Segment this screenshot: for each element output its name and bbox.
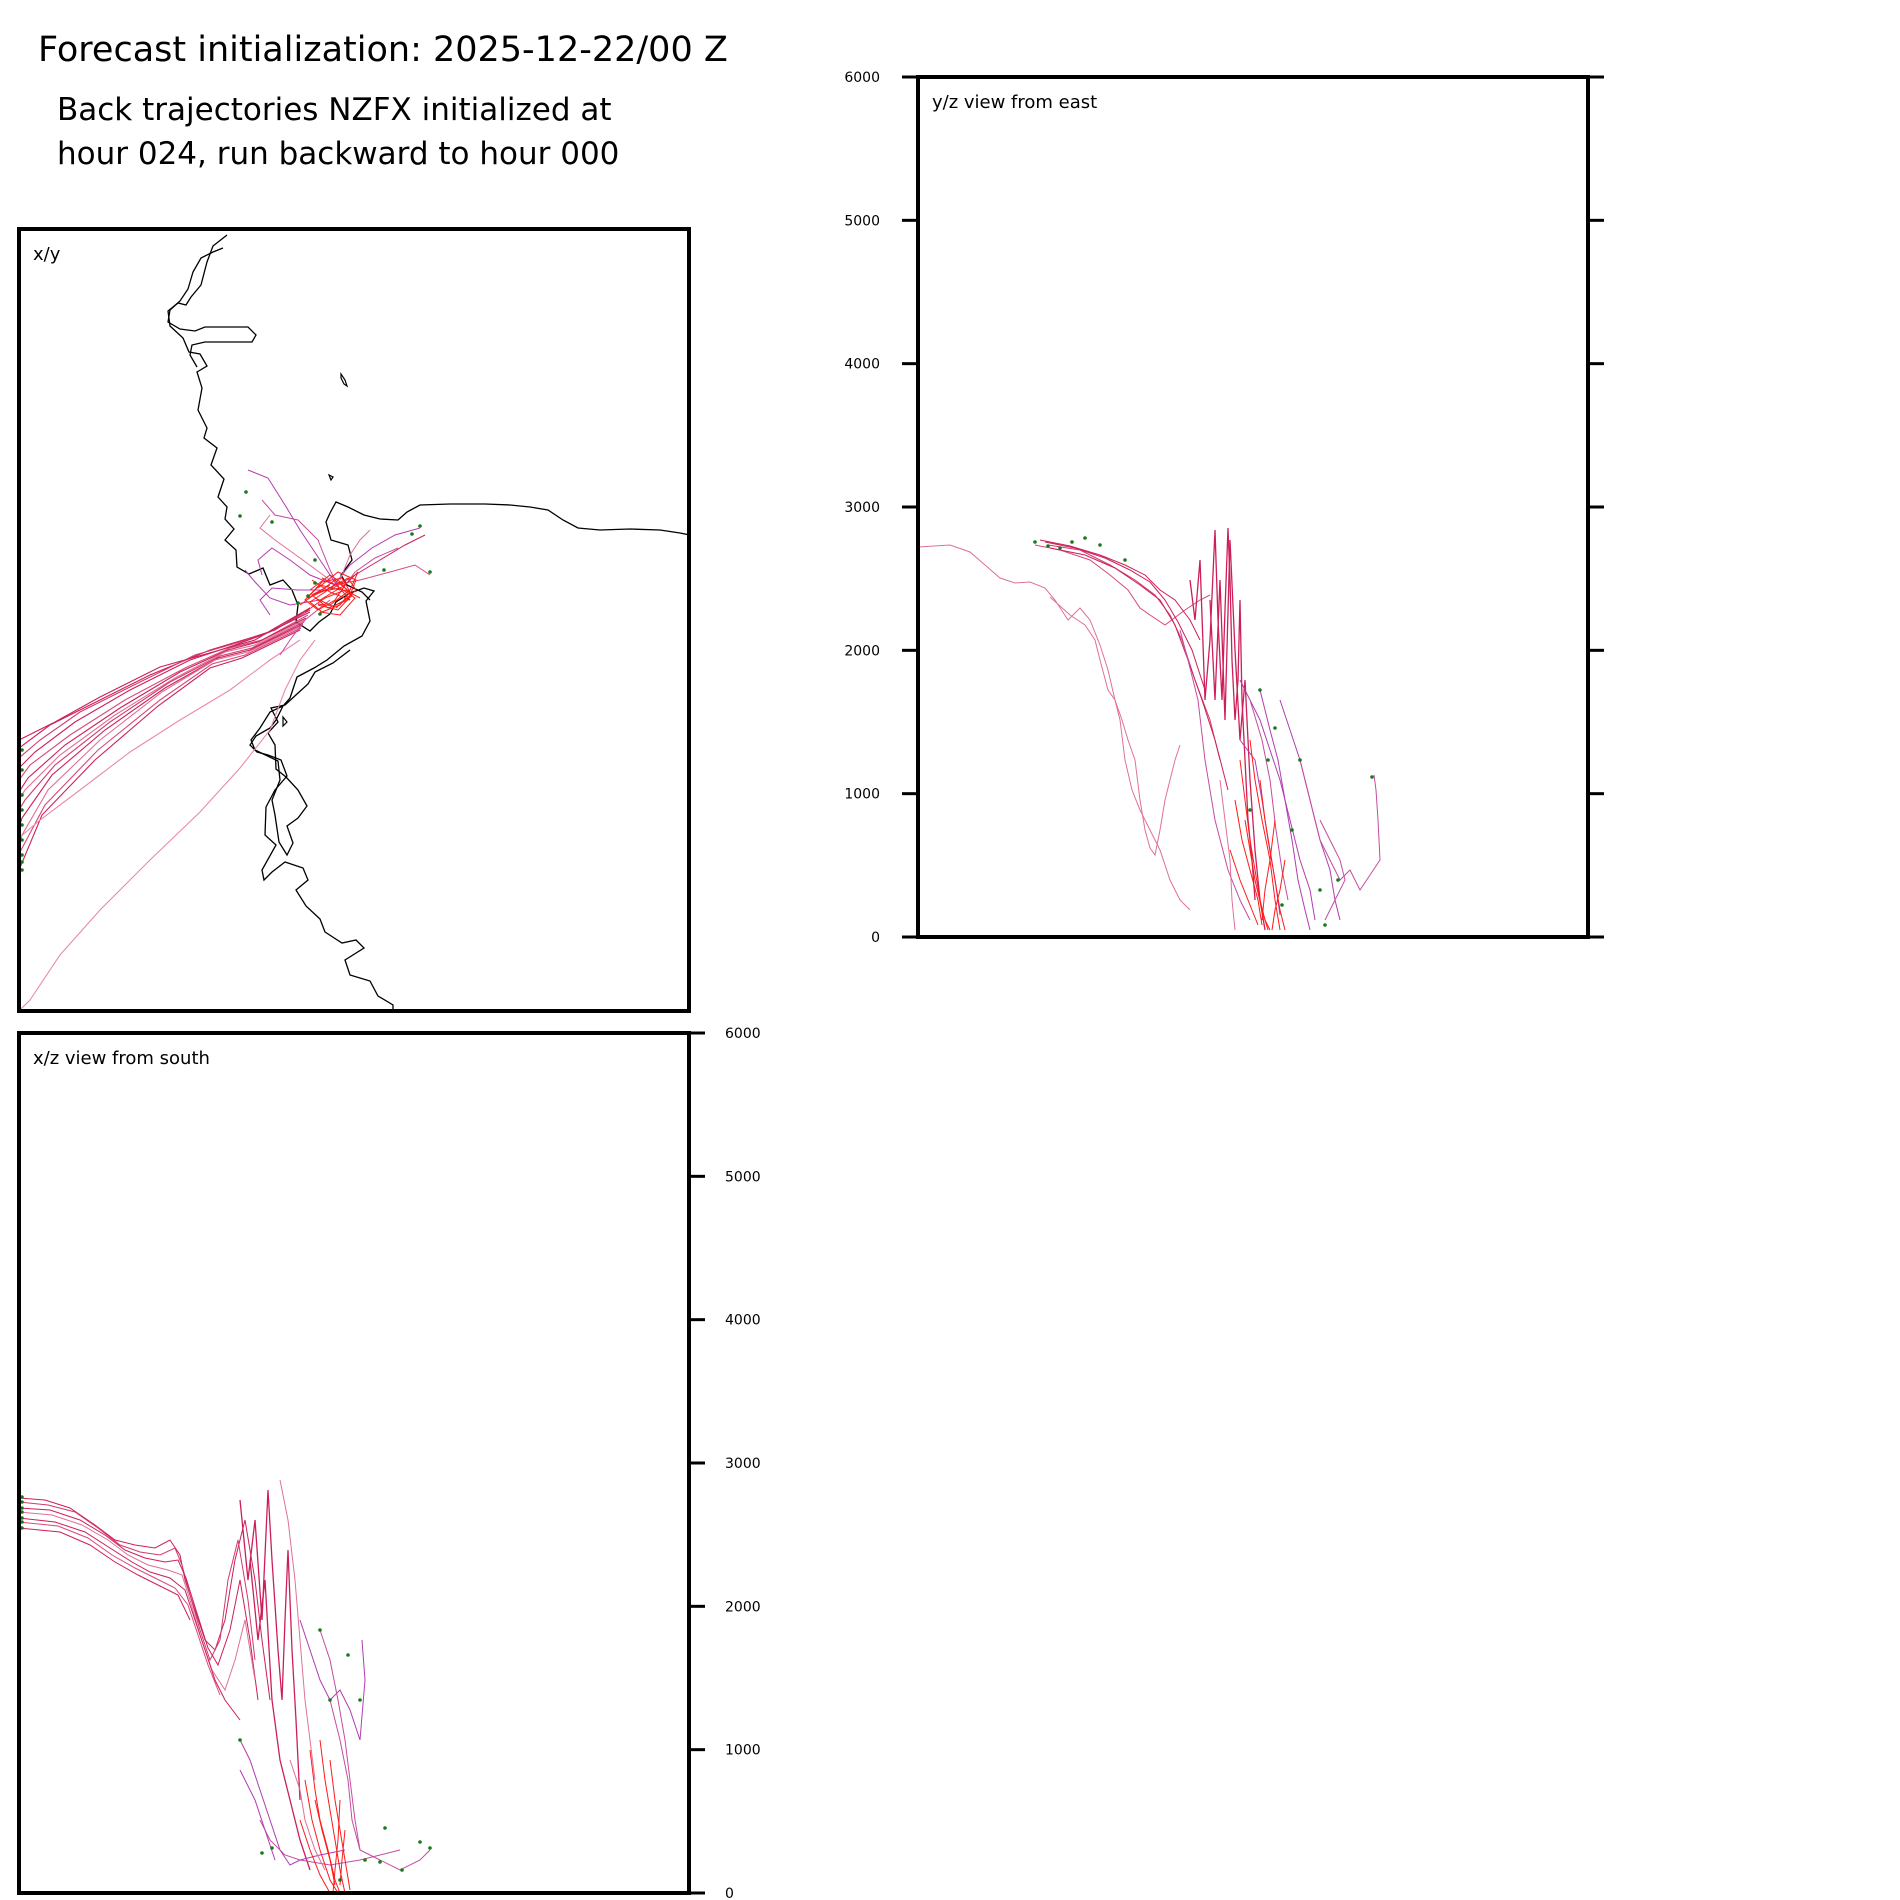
- yz-ytick-label: 2000: [844, 643, 880, 659]
- subtitle-line-2: hour 024, run backward to hour 000: [57, 136, 620, 172]
- yz-ytick-label: 5000: [844, 213, 880, 229]
- xz-panel-label: x/z view from south: [33, 1048, 210, 1069]
- xz-source-cluster: [299, 1739, 351, 1893]
- yz-ytick-label: 6000: [844, 70, 880, 86]
- xy-coastline-headland: [167, 247, 257, 368]
- yz-yaxis-ticks: 0 1000 2000 3000 4000 5000 6000: [844, 70, 1604, 946]
- yz-ytick-label: 1000: [844, 787, 880, 803]
- xy-coastline-bay: [325, 512, 371, 601]
- subtitle-line-1: Back trajectories NZFX initialized at: [57, 92, 612, 128]
- xy-frame: [17, 227, 691, 1013]
- yz-panel: 0 1000 2000 3000 4000 5000 6000: [844, 70, 1604, 946]
- xy-coastline-west: [167, 234, 376, 857]
- xy-island-3: [282, 715, 288, 728]
- xz-start-markers: [20, 1495, 432, 1882]
- xz-panel: 0 1000 2000 3000 4000 5000 6000: [17, 1026, 761, 1900]
- yz-ytick-label: 3000: [844, 500, 880, 516]
- yz-start-markers: [1033, 536, 1374, 927]
- xy-trajectories-local: [244, 469, 431, 656]
- yz-panel-label: y/z view from east: [932, 92, 1097, 113]
- xy-trajectories-west: [19, 607, 316, 1011]
- xz-ytick-label: 0: [725, 1886, 734, 1900]
- yz-ytick-label: 4000: [844, 357, 880, 373]
- xz-ytick-label: 1000: [725, 1743, 761, 1759]
- xy-panel: x/y: [17, 227, 691, 1013]
- yz-ytick-label: 0: [871, 930, 880, 946]
- xz-ytick-label: 4000: [725, 1313, 761, 1329]
- figure-title: Forecast initialization: 2025-12-22/00 Z: [38, 30, 728, 70]
- xy-panel-label: x/y: [33, 244, 61, 265]
- xz-frame: [17, 1031, 691, 1895]
- figure-subtitle: Back trajectories NZFX initialized at ho…: [57, 88, 619, 176]
- xy-start-markers: [20, 490, 432, 872]
- xy-island-1: [340, 372, 349, 388]
- xz-yaxis-ticks: 0 1000 2000 3000 4000 5000 6000: [689, 1026, 761, 1900]
- xy-source-cluster: [299, 571, 361, 616]
- xy-island-2: [327, 473, 334, 482]
- xy-coastline-south: [249, 705, 394, 1011]
- xz-trajectories: [19, 1479, 431, 1871]
- xy-coastline-east: [329, 501, 689, 536]
- yz-source-cluster: [1229, 739, 1286, 931]
- xz-ytick-label: 3000: [725, 1456, 761, 1472]
- xz-ytick-label: 5000: [725, 1169, 761, 1185]
- yz-frame: [916, 75, 1590, 939]
- yz-trajectories: [918, 527, 1381, 931]
- xz-ytick-label: 6000: [725, 1026, 761, 1042]
- xz-ytick-label: 2000: [725, 1599, 761, 1615]
